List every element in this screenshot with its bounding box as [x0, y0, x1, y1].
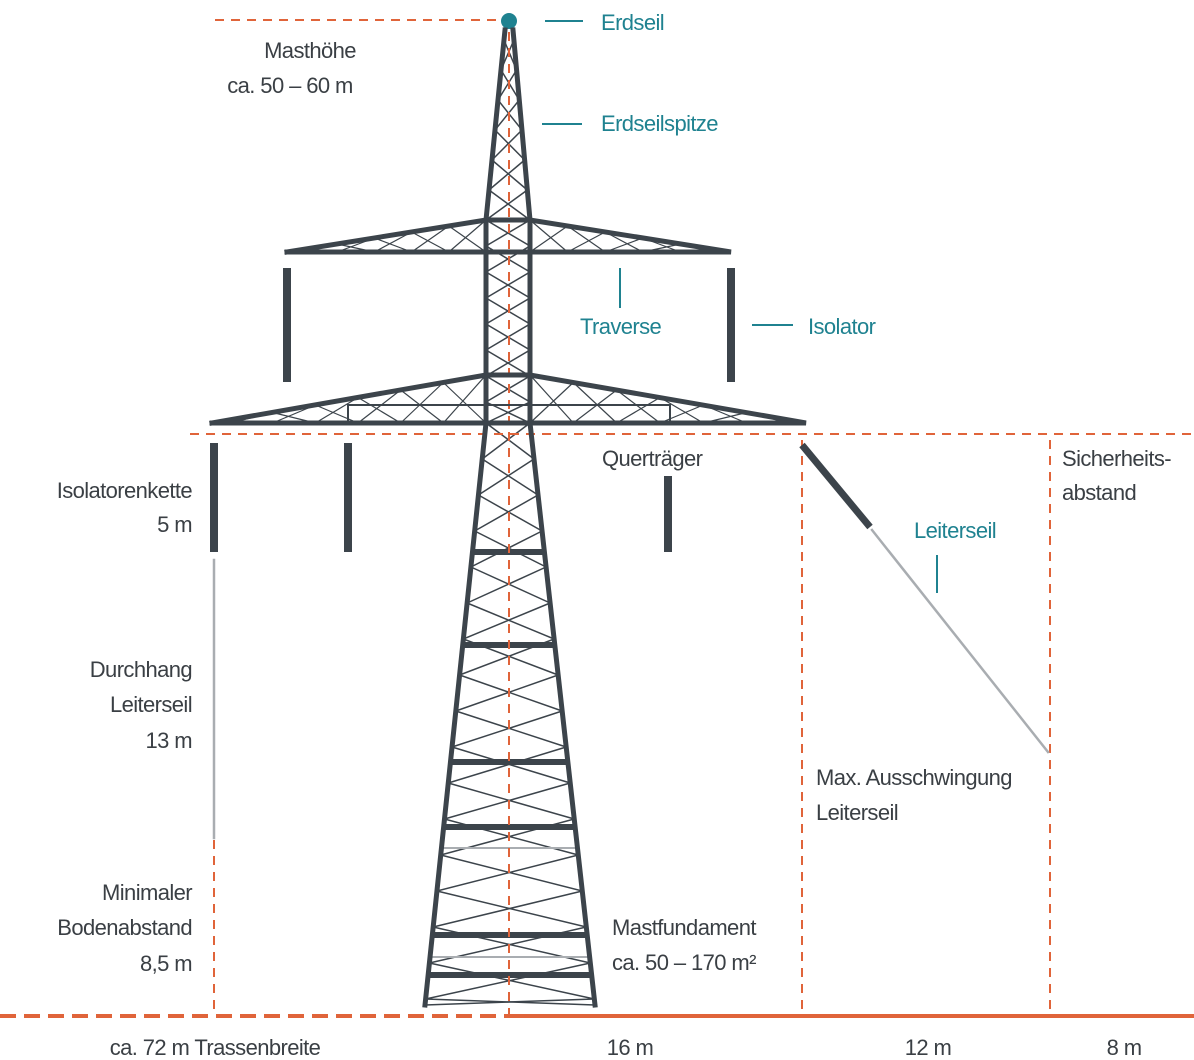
lattice-bar [400, 389, 444, 424]
lattice-bar [572, 382, 618, 424]
traverse [284, 217, 732, 255]
lattice-bar [315, 396, 359, 424]
guide-lines [0, 19, 1194, 1018]
label: Querträger [602, 446, 703, 471]
lattice-bar [616, 389, 661, 424]
label: 8,5 m [140, 951, 192, 976]
width-label: 16 m [607, 1035, 654, 1060]
lattice-bar [451, 710, 563, 748]
lattice-bar [455, 710, 567, 748]
width-label: 12 m [905, 1035, 952, 1060]
lattice-bar [444, 782, 571, 820]
lattice-bar [485, 422, 535, 460]
lattice-bar [466, 602, 555, 640]
label: Leiterseil [914, 518, 996, 543]
lattice-bar [567, 231, 606, 253]
lattice-bar [529, 382, 574, 424]
label: Erdseilspitze [601, 111, 718, 136]
label: 5 m [157, 512, 192, 537]
label: 13 m [145, 728, 192, 753]
lattice-bar [485, 189, 528, 221]
lattice-bar [491, 159, 528, 191]
label: ca. 50 – 170 m² [612, 950, 756, 975]
label: Durchhang [90, 657, 192, 682]
lattice-bar [494, 99, 520, 131]
pointers [542, 20, 938, 593]
lattice-bar [442, 374, 487, 424]
earth-wire [501, 13, 517, 29]
lattice-bar [442, 382, 487, 424]
conductor-swing [870, 528, 1050, 754]
crossarm [209, 372, 807, 426]
lattice-bar [659, 404, 704, 424]
lattice-bar [488, 159, 526, 191]
lattice-bar [448, 782, 575, 820]
label: abstand [1062, 480, 1136, 505]
label: Leiterseil [110, 692, 192, 717]
lattice-bar [529, 374, 574, 424]
label: Sicherheits- [1062, 446, 1171, 471]
label: Bodenabstand [57, 915, 192, 940]
lattice-bar [315, 404, 359, 424]
lattice-bar [436, 890, 587, 928]
lattice-bar [500, 69, 520, 101]
lattice-bar [481, 422, 531, 460]
lattice-bar [448, 219, 487, 253]
lattice-bar [529, 219, 568, 253]
lattice-bar [440, 854, 583, 892]
lattice-bar [497, 69, 518, 101]
lattice-bar [481, 458, 539, 496]
label: Minimaler [102, 880, 192, 905]
conductor [799, 442, 873, 530]
label: Leiterseil [816, 800, 898, 825]
label: Mastfundament [612, 915, 756, 940]
label: Max. Ausschwingung [816, 765, 1012, 790]
label: Traverse [580, 314, 662, 339]
lattice-bar [466, 566, 547, 604]
lattice-bar [425, 962, 591, 1000]
tower-frame [209, 13, 1050, 1008]
lattice-bar [463, 602, 551, 640]
tower-leg [422, 27, 508, 1008]
width-label: ca. 72 m Trassenbreite [110, 1035, 321, 1060]
lattice-bar [529, 225, 568, 253]
lattice-bar [432, 890, 583, 928]
lattice-bar [659, 396, 704, 424]
lattice-bar [455, 674, 559, 712]
tower-leg [510, 27, 598, 1008]
lattice-bar [429, 962, 595, 1000]
lattice-bar [488, 189, 531, 221]
lattice-bar [572, 389, 618, 424]
width-label: 8 m [1107, 1035, 1142, 1060]
lattice-bar [485, 349, 531, 377]
lattice-bar [424, 998, 595, 1006]
lattice-bar [478, 494, 543, 532]
label: Erdseil [601, 10, 664, 35]
lattice-bar [567, 225, 606, 253]
lattice-bar [478, 458, 535, 496]
lattice-bar [400, 382, 444, 424]
label: Isolatorenkette [57, 478, 193, 503]
lattice-bar [357, 396, 401, 424]
lattice-bar [411, 231, 450, 253]
lattice-bar [470, 566, 551, 604]
lattice-bar [436, 854, 579, 892]
lattice-bar [485, 271, 531, 299]
lattice-bar [474, 494, 539, 532]
lattice-bar [411, 225, 450, 253]
lattice-bar [448, 225, 487, 253]
lattice-bar [616, 396, 661, 424]
label: Masthöhe [264, 38, 356, 63]
lattice-bar [459, 674, 563, 712]
lattice-bar [357, 389, 402, 424]
label: ca. 50 – 60 m [227, 73, 353, 98]
lattice-bar [491, 129, 523, 161]
label: Isolator [808, 314, 876, 339]
